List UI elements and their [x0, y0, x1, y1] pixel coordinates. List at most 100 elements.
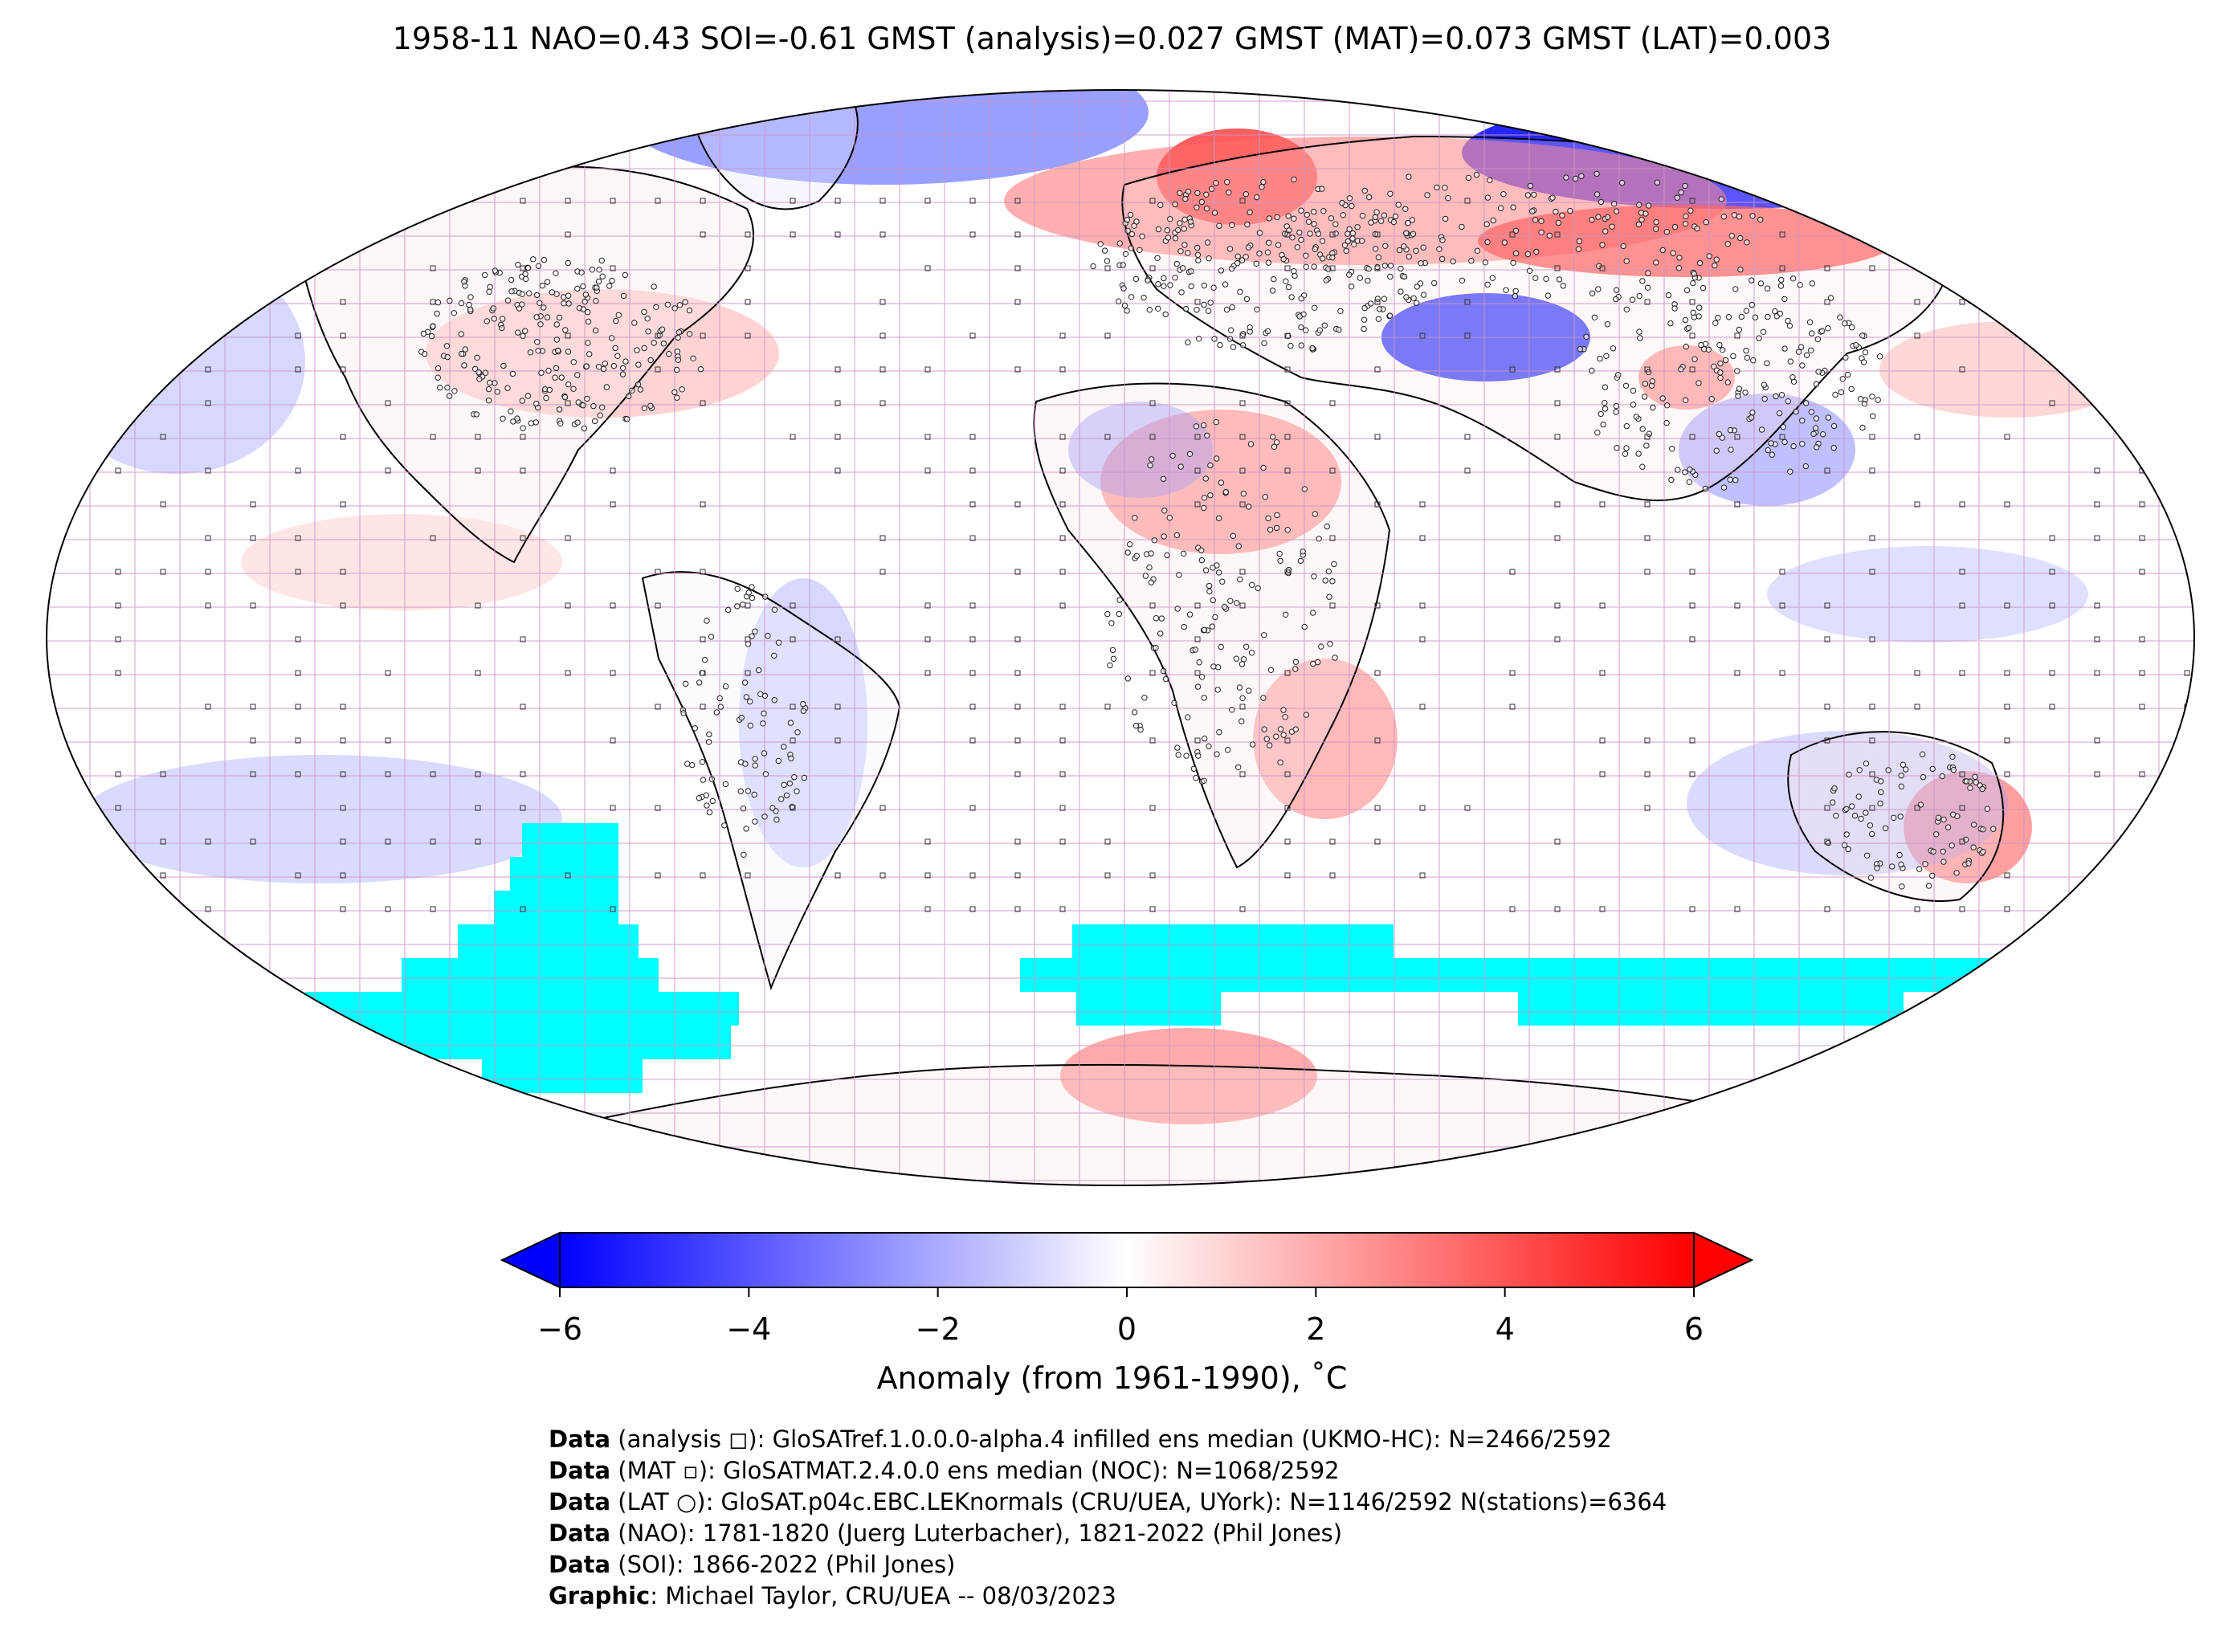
land-station-marker [1545, 292, 1552, 299]
ocean-obs-marker [2139, 501, 2145, 508]
land-station-marker [1439, 255, 1446, 263]
land-station-marker [1203, 191, 1210, 198]
land-station-marker [1296, 313, 1303, 320]
land-station-marker [801, 774, 808, 781]
land-station-marker [1104, 610, 1111, 618]
land-station-marker [683, 680, 689, 687]
land-station-marker [1764, 285, 1771, 292]
land-station-marker [1863, 761, 1870, 767]
ocean-obs-marker [1644, 434, 1651, 440]
land-station-marker [1787, 358, 1794, 365]
land-station-marker [610, 362, 617, 369]
land-station-marker [1806, 319, 1814, 325]
ocean-obs-marker [790, 636, 796, 642]
land-station-marker [1882, 825, 1889, 832]
land-station-marker [1284, 527, 1291, 533]
land-station-marker [539, 282, 546, 289]
ocean-obs-marker [340, 704, 346, 710]
ocean-obs-marker [520, 771, 526, 777]
land-station-marker [788, 755, 794, 761]
land-station-marker [1261, 632, 1267, 638]
land-station-marker [1538, 229, 1545, 235]
land-station-marker [794, 788, 800, 794]
land-station-marker [1375, 254, 1382, 261]
station-markers [115, 170, 2190, 912]
land-station-marker [1610, 345, 1617, 352]
land-station-marker [1802, 463, 1810, 470]
land-station-marker [1685, 324, 1692, 331]
land-station-marker [1229, 304, 1235, 311]
land-station-marker [1436, 246, 1443, 252]
land-station-marker [614, 353, 621, 359]
ocean-obs-marker [1374, 670, 1381, 676]
ocean-obs-marker [2049, 400, 2055, 406]
land-station-marker [1808, 347, 1814, 353]
land-station-marker [1161, 283, 1167, 289]
land-station-marker [745, 589, 752, 596]
land-station-marker [1498, 205, 1504, 211]
land-station-marker [1223, 306, 1230, 313]
ocean-obs-marker [1239, 467, 1246, 474]
land-station-marker [1303, 712, 1310, 718]
land-station-marker [675, 357, 682, 363]
colorbar-extend-low [500, 1231, 561, 1289]
land-station-marker [1668, 476, 1675, 483]
land-station-marker [1198, 198, 1206, 206]
land-station-marker [1702, 485, 1709, 492]
land-station-marker [437, 384, 443, 391]
colorbar-tick-label: −2 [916, 1311, 961, 1347]
ocean-obs-marker [1689, 434, 1696, 440]
land-station-marker [1614, 445, 1620, 451]
land-station-marker [1715, 314, 1721, 321]
land-station-marker [1256, 230, 1263, 236]
ocean-obs-marker [1419, 636, 1426, 642]
land-station-marker [1738, 313, 1745, 320]
land-station-marker [1659, 395, 1666, 402]
land-station-marker [1637, 335, 1643, 341]
ocean-obs-marker [1734, 434, 1740, 440]
land-station-marker [1201, 282, 1208, 289]
land-station-marker [1387, 263, 1394, 269]
ocean-obs-marker [1644, 299, 1651, 305]
ocean-obs-marker [1824, 704, 1830, 710]
land-station-marker [1219, 578, 1226, 585]
land-station-marker [1594, 430, 1601, 436]
land-station-marker [519, 301, 525, 308]
land-station-marker [494, 389, 500, 395]
ocean-obs-marker [1644, 569, 1651, 575]
land-station-marker [1720, 347, 1726, 353]
ocean-obs-marker [340, 434, 346, 440]
land-station-marker [1682, 316, 1689, 324]
land-station-marker [1546, 232, 1553, 239]
ocean-obs-marker [2094, 670, 2100, 676]
ocean-obs-marker [205, 569, 211, 575]
ocean-obs-marker [1239, 198, 1246, 204]
land-station-marker [761, 750, 768, 757]
ocean-obs-marker [924, 265, 931, 271]
ocean-obs-marker [1914, 704, 1920, 710]
land-station-marker [1304, 211, 1311, 218]
ocean-obs-marker [969, 805, 976, 811]
land-station-marker [1205, 308, 1212, 314]
land-station-marker [1844, 371, 1851, 378]
land-station-marker [1285, 213, 1292, 219]
land-station-marker [1157, 630, 1164, 637]
ocean-obs-marker [1554, 265, 1561, 271]
land-station-marker [747, 698, 753, 705]
ocean-obs-marker [745, 231, 751, 238]
land-station-marker [434, 310, 440, 317]
ocean-obs-marker [1284, 805, 1291, 811]
ocean-obs-marker [115, 569, 121, 575]
land-station-marker [1487, 177, 1493, 184]
land-station-marker [705, 739, 712, 745]
ocean-obs-marker [295, 366, 301, 373]
ocean-obs-marker [2139, 569, 2145, 575]
land-station-marker [1361, 187, 1369, 194]
land-station-marker [708, 776, 715, 782]
ocean-obs-marker [1509, 366, 1516, 373]
land-station-marker [684, 761, 691, 767]
land-station-marker [1410, 230, 1417, 237]
land-station-marker [1639, 426, 1646, 432]
land-station-marker [1177, 220, 1183, 226]
land-station-marker [1273, 439, 1280, 446]
